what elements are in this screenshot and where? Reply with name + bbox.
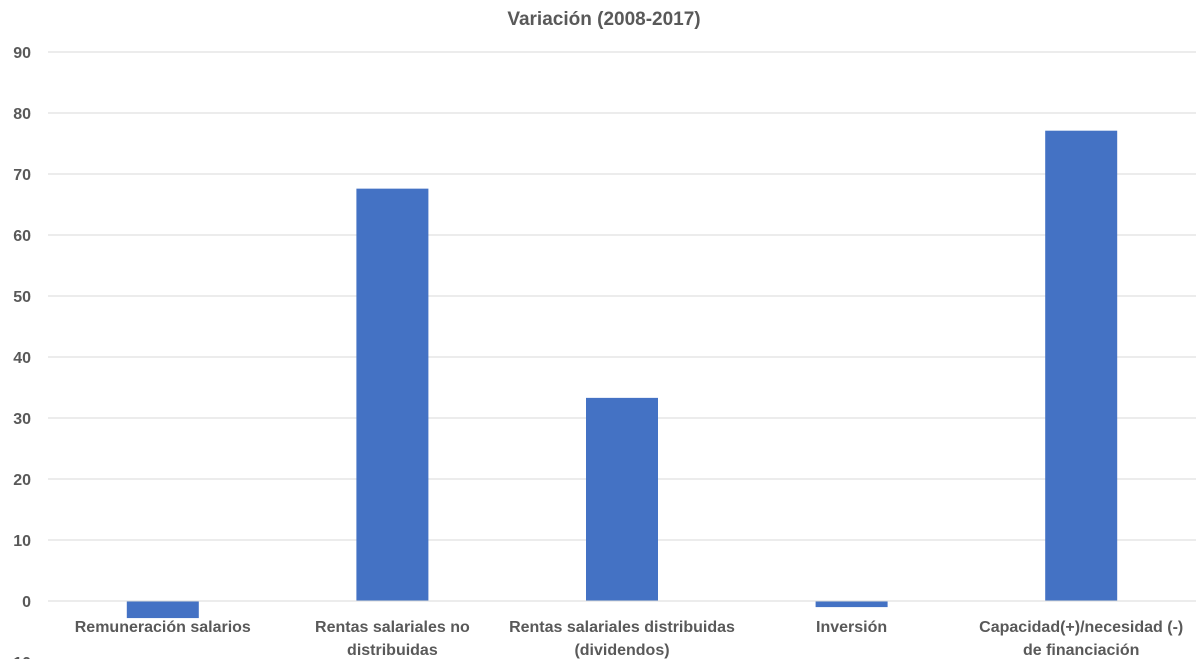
x-category-label-line: Remuneración salarios — [75, 619, 251, 636]
x-category-label-line: distribuidas — [347, 642, 438, 659]
bars — [126, 130, 1118, 619]
y-tick-label: 20 — [13, 472, 31, 489]
y-tick-label: 40 — [13, 350, 31, 367]
y-tick-label: 90 — [13, 45, 31, 62]
bar — [815, 601, 888, 608]
bar — [126, 601, 199, 619]
x-category-label-line: Inversión — [816, 619, 887, 636]
x-category-label-line: de financiación — [1023, 642, 1139, 659]
y-tick-label: 80 — [13, 106, 31, 123]
x-category-label: Rentas salariales no distribuidas — [315, 619, 470, 659]
category-labels: Remuneración salarios Rentas salariales n… — [75, 619, 1183, 659]
bar — [586, 397, 658, 601]
y-tick-label: 30 — [13, 411, 31, 428]
y-tick-label: 10 — [13, 533, 31, 550]
x-category-label: Remuneración salarios — [75, 619, 251, 636]
y-tick-label: -10 — [8, 655, 31, 659]
y-tick-label: 60 — [13, 228, 31, 245]
x-category-label-line: Rentas salariales no — [315, 619, 470, 636]
bar — [356, 188, 429, 601]
x-category-label-line: Rentas salariales distribuidas — [509, 619, 735, 636]
x-category-label: Capacidad(+)/necesidad (-) de financiació… — [979, 619, 1183, 659]
gridlines — [48, 51, 1196, 541]
x-category-label-line: Capacidad(+)/necesidad (-) — [979, 619, 1183, 636]
y-tick-label: 50 — [13, 289, 31, 306]
bar — [1045, 130, 1118, 601]
y-tick-label: 70 — [13, 167, 31, 184]
chart-title: Variación (2008-2017) — [507, 9, 700, 30]
x-category-label-line: (dividendos) — [574, 642, 669, 659]
x-category-label: Inversión — [816, 619, 887, 636]
y-tick-label: 0 — [22, 594, 31, 611]
y-axis-ticks: -10 0 10 20 30 40 50 60 70 80 90 — [8, 45, 31, 659]
x-category-label: Rentas salariales distribuidas (dividendo… — [509, 619, 735, 659]
